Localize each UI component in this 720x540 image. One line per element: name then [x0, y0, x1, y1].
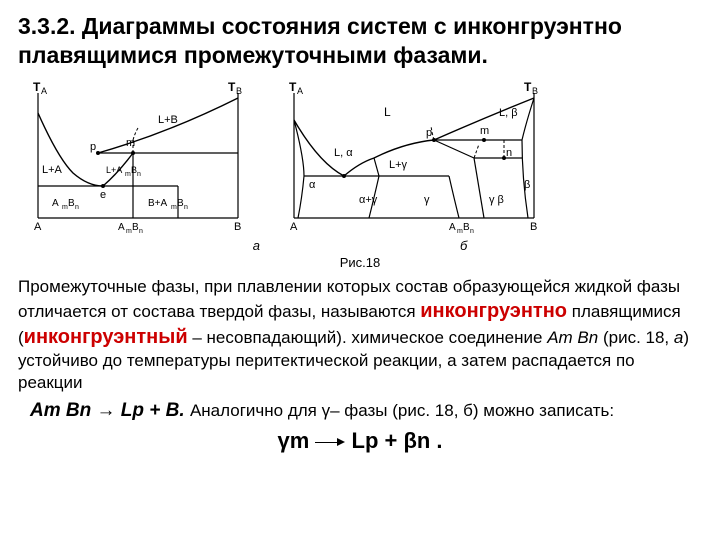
- svg-text:A: A: [449, 222, 456, 233]
- section-heading: 3.3.2. Диаграммы состояния систем с инко…: [18, 12, 702, 70]
- i2: а: [674, 328, 683, 347]
- svg-text:p: p: [90, 141, 96, 153]
- r1: инконгруэнтно: [420, 300, 567, 322]
- svg-text:L, α: L, α: [334, 147, 353, 159]
- svg-text:A: A: [297, 86, 303, 96]
- f1-lhs: Am Bn: [30, 400, 91, 421]
- svg-text:A: A: [34, 221, 42, 233]
- phase-diagram-b: TA TB L L, β L, α p m n L+γ α β α+γ γ γ …: [274, 78, 554, 238]
- f2-rhs: Lp + βn .: [352, 428, 443, 453]
- svg-text:A: A: [41, 86, 47, 96]
- svg-text:T: T: [228, 80, 236, 94]
- formula-2: γm Lp + βn .: [18, 428, 702, 454]
- svg-text:n: n: [470, 228, 474, 235]
- svg-text:e: e: [100, 189, 106, 201]
- svg-text:n: n: [139, 228, 143, 235]
- formula-1: Am Bn → Lp + B. Аналогично для γ– фазы (…: [18, 400, 702, 422]
- svg-text:n: n: [184, 204, 188, 211]
- svg-text:A: A: [118, 222, 125, 233]
- label-a: а: [253, 238, 260, 253]
- figure-caption: Рис.18: [18, 255, 702, 270]
- svg-text:m: m: [126, 137, 135, 149]
- svg-text:T: T: [289, 80, 297, 94]
- f1-rhs: Lp + B.: [121, 400, 185, 421]
- svg-text:A: A: [52, 198, 59, 209]
- svg-text:B: B: [463, 222, 470, 233]
- svg-text:L: L: [384, 105, 391, 119]
- t4: (рис. 18,: [598, 328, 674, 347]
- svg-text:B: B: [132, 222, 139, 233]
- f1-tail: Аналогично для γ– фазы (рис. 18, б) можн…: [190, 401, 614, 420]
- f2-lhs: γm: [277, 428, 309, 453]
- svg-text:L+A: L+A: [106, 165, 122, 175]
- svg-text:α: α: [309, 179, 316, 191]
- svg-text:L+γ: L+γ: [389, 159, 408, 171]
- diagram-row: TA TB L+B p m L+A e L+AmBn AmBn B+AmBn A…: [18, 78, 702, 238]
- label-b: б: [460, 238, 467, 253]
- svg-text:B: B: [177, 198, 184, 209]
- svg-text:A: A: [290, 221, 298, 233]
- diagram-a-svg: TA TB L+B p m L+A e L+AmBn AmBn B+AmBn A…: [18, 78, 258, 238]
- svg-text:α+γ: α+γ: [359, 194, 378, 206]
- svg-text:T: T: [33, 80, 41, 94]
- svg-text:L+A: L+A: [42, 164, 63, 176]
- svg-text:n: n: [137, 171, 141, 178]
- svg-text:n: n: [506, 147, 512, 159]
- paragraph: Промежуточные фазы, при плавлении которы…: [18, 276, 702, 394]
- r2: инконгруэнтный: [24, 326, 188, 348]
- phase-diagram-a: TA TB L+B p m L+A e L+AmBn AmBn B+AmBn A…: [18, 78, 258, 238]
- svg-text:L, β: L, β: [499, 107, 518, 119]
- svg-text:B: B: [532, 86, 538, 96]
- svg-text:B: B: [68, 198, 75, 209]
- i1: Am Bn: [547, 328, 598, 347]
- svg-text:β: β: [524, 179, 530, 191]
- svg-text:n: n: [75, 204, 79, 211]
- ab-labels: а б: [18, 238, 702, 253]
- svg-text:B: B: [236, 86, 242, 96]
- svg-text:T: T: [524, 80, 532, 94]
- diagram-b-svg: TA TB L L, β L, α p m n L+γ α β α+γ γ γ …: [274, 78, 554, 238]
- page: 3.3.2. Диаграммы состояния систем с инко…: [0, 0, 720, 466]
- t3: – несовпадающий). химическое соединение: [188, 328, 548, 347]
- svg-text:p: p: [426, 127, 432, 139]
- svg-text:γ: γ: [424, 194, 430, 206]
- svg-text:γ β: γ β: [489, 194, 504, 206]
- svg-text:B: B: [234, 221, 241, 233]
- svg-text:L+B: L+B: [158, 114, 178, 126]
- svg-text:m: m: [480, 125, 489, 137]
- svg-text:B+A: B+A: [148, 198, 168, 209]
- svg-text:B: B: [530, 221, 537, 233]
